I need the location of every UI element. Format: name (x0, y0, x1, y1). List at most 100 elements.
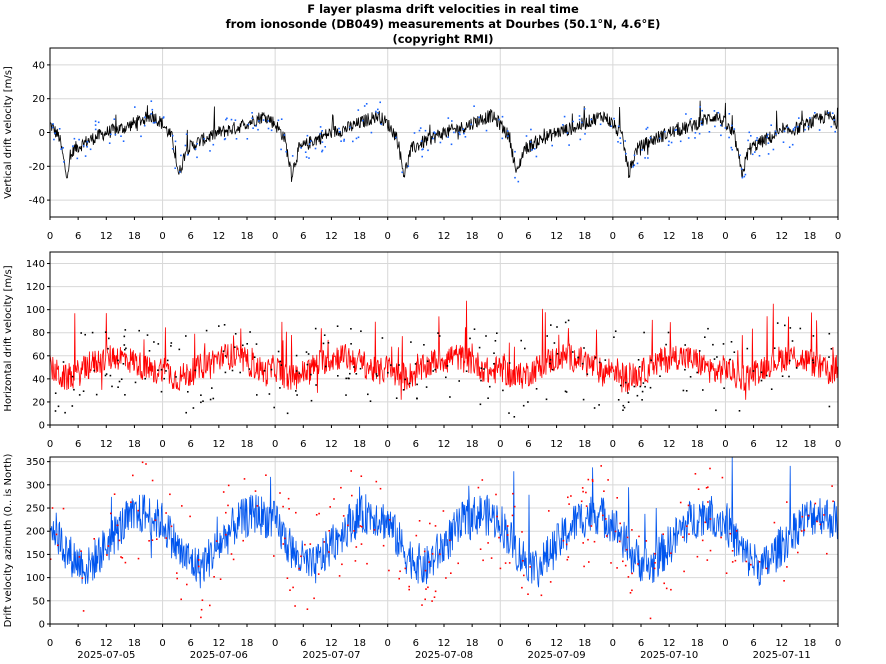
data-point (73, 137, 76, 140)
x-tick-label: 0 (47, 439, 53, 450)
data-point (71, 405, 74, 407)
series-line-3 (49, 456, 838, 589)
data-point (380, 123, 383, 125)
data-point (225, 118, 227, 121)
data-point (150, 100, 153, 102)
data-point (211, 387, 213, 389)
data-point (459, 133, 461, 136)
data-point (223, 324, 226, 326)
data-point (94, 120, 97, 123)
data-point (818, 129, 821, 131)
data-point (765, 374, 768, 377)
data-point (801, 515, 804, 518)
data-point (255, 343, 258, 345)
data-point (315, 384, 317, 386)
data-point (567, 319, 570, 322)
y-tick-label: 40 (32, 374, 45, 385)
data-point (343, 140, 345, 142)
data-point (504, 562, 507, 564)
data-point (298, 372, 301, 375)
x-tick-label: 12 (550, 638, 563, 649)
data-point (162, 116, 165, 118)
x-tick-label: 18 (578, 231, 591, 242)
data-point (493, 352, 495, 354)
x-tick-label: 12 (100, 439, 113, 450)
data-point (535, 388, 538, 390)
data-point (464, 136, 467, 138)
x-tick-label: 0 (497, 638, 503, 649)
data-point (631, 589, 633, 592)
x-tick-label: 18 (128, 439, 141, 450)
data-point (663, 582, 665, 585)
data-point (257, 128, 259, 131)
data-point (179, 171, 181, 173)
x-tick-label: 0 (159, 439, 165, 450)
data-point (639, 385, 642, 388)
data-point (324, 365, 327, 368)
data-point (715, 409, 717, 412)
data-point (165, 537, 167, 539)
x-date-label: 2025-07-08 (415, 650, 473, 661)
data-point (594, 356, 597, 359)
data-point (699, 106, 701, 108)
data-point (617, 141, 619, 143)
x-tick-label: 6 (638, 439, 644, 450)
data-point (52, 123, 54, 125)
data-point (132, 474, 134, 477)
data-point (114, 133, 117, 136)
data-point (365, 103, 368, 105)
data-point (51, 126, 54, 129)
data-point (636, 162, 639, 165)
data-point (151, 539, 154, 541)
data-point (310, 140, 312, 142)
data-point (171, 148, 174, 150)
x-tick-label: 0 (272, 638, 278, 649)
data-point (227, 484, 230, 487)
data-point (685, 113, 687, 115)
data-point (567, 556, 570, 558)
data-point (789, 327, 792, 329)
data-point (108, 142, 111, 144)
data-point (295, 511, 297, 514)
data-point (565, 391, 568, 393)
data-point (605, 535, 608, 537)
data-point (687, 504, 690, 507)
data-point (219, 578, 222, 580)
data-point (545, 398, 548, 401)
data-point (750, 135, 752, 137)
data-point (78, 394, 81, 396)
x-tick-label: 6 (525, 638, 531, 649)
data-point (376, 375, 378, 377)
data-point (583, 108, 586, 110)
data-point (194, 369, 197, 372)
data-point (317, 573, 320, 575)
data-point (495, 493, 497, 496)
data-point (113, 118, 116, 120)
data-point (307, 353, 310, 355)
data-point (273, 555, 275, 557)
data-point (117, 359, 119, 362)
data-point (458, 380, 460, 382)
data-point (428, 561, 430, 563)
x-tick-label: 18 (241, 439, 254, 450)
data-point (816, 520, 818, 523)
data-point (582, 490, 584, 493)
data-point (254, 490, 257, 492)
data-point (607, 479, 609, 481)
series-points-1 (51, 100, 836, 183)
data-point (447, 136, 449, 138)
data-point (279, 360, 282, 363)
data-point (833, 119, 835, 121)
data-point (605, 518, 607, 520)
data-point (582, 542, 584, 544)
data-point (282, 505, 284, 508)
data-point (62, 507, 65, 510)
data-point (562, 539, 565, 542)
data-point (478, 346, 481, 349)
data-point (104, 331, 107, 333)
data-point (363, 105, 366, 107)
data-point (324, 146, 326, 148)
data-point (423, 344, 425, 346)
data-point (234, 346, 236, 348)
data-point (627, 392, 629, 394)
